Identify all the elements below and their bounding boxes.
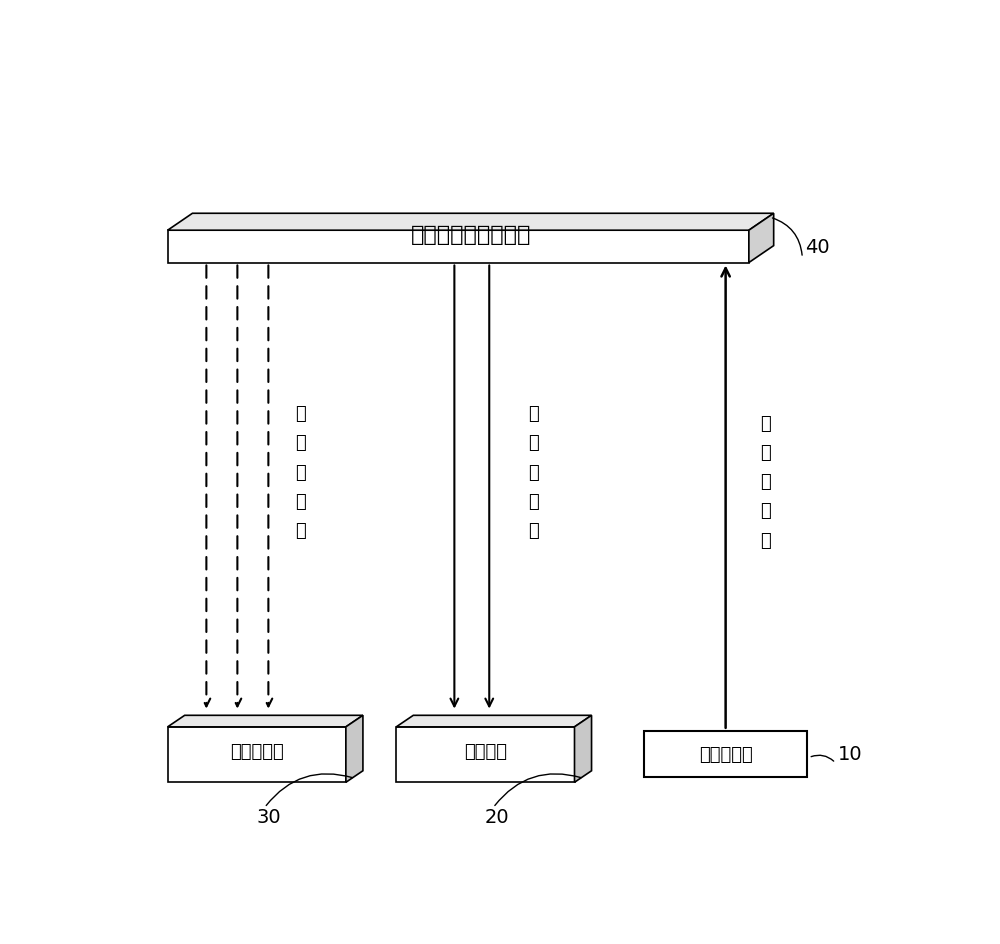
Polygon shape (168, 716, 363, 727)
Polygon shape (396, 727, 574, 783)
Text: 红
外
探
测
光: 红 外 探 测 光 (528, 405, 539, 539)
Polygon shape (396, 716, 592, 727)
Polygon shape (574, 716, 592, 783)
Text: 40: 40 (805, 238, 829, 257)
Text: 20: 20 (485, 808, 509, 827)
Polygon shape (168, 727, 346, 783)
Polygon shape (168, 231, 749, 263)
Text: 图像传感器: 图像传感器 (230, 742, 284, 760)
Text: 环
境
自
然
光: 环 境 自 然 光 (296, 405, 306, 539)
Text: 10: 10 (838, 745, 863, 764)
Polygon shape (749, 214, 774, 263)
Text: 发射光模块: 发射光模块 (699, 745, 753, 763)
Text: 30: 30 (256, 808, 281, 827)
Text: 红
外
探
测
光: 红 外 探 测 光 (761, 414, 771, 549)
Polygon shape (346, 716, 363, 783)
Text: 障碍物（被测物体）: 障碍物（被测物体） (410, 225, 531, 244)
Polygon shape (168, 214, 774, 231)
Bar (644, 731, 807, 777)
Text: 测距模块: 测距模块 (464, 742, 507, 760)
